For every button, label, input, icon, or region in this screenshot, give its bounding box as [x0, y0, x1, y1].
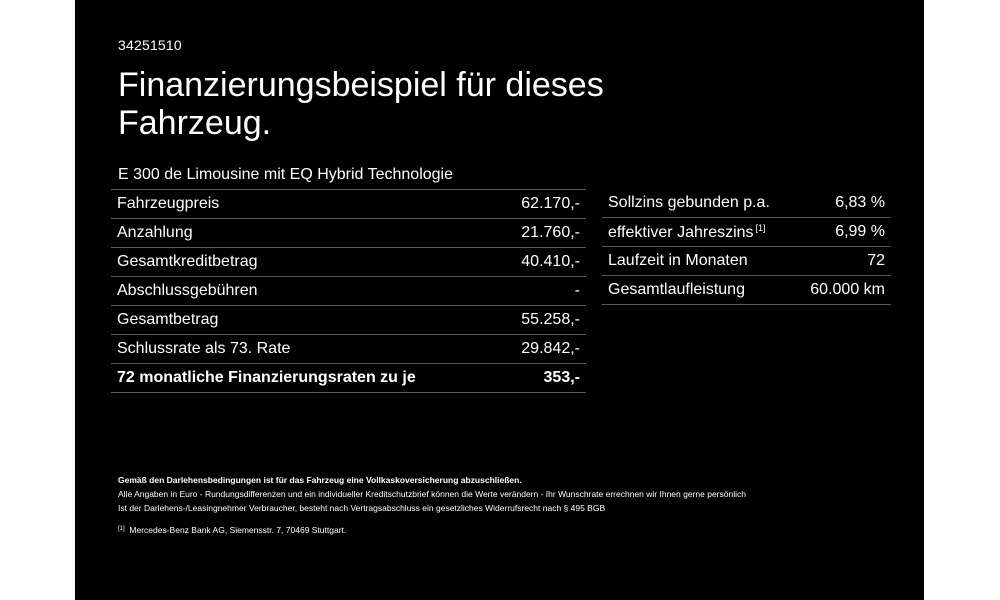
row-value: 6,99 %: [794, 217, 891, 247]
row-label: 72 monatliche Finanzierungsraten zu je: [111, 363, 498, 393]
row-label: effektiver Jahreszins: [608, 223, 754, 241]
row-label: Laufzeit in Monaten: [602, 246, 795, 276]
row-label: Anzahlung: [111, 218, 498, 248]
row-label: Gesamtbetrag: [111, 305, 498, 335]
row-value: 29.842,-: [497, 334, 586, 364]
table-row: Abschlussgebühren -: [111, 276, 586, 306]
footnote-marker: [1]: [118, 526, 125, 532]
disclaimer-line: Alle Angaben in Euro - Rundungsdifferenz…: [118, 489, 746, 499]
monthly-rate-row: 72 monatliche Finanzierungsraten zu je 3…: [111, 363, 586, 393]
table-row: Sollzins gebunden p.a. 6,83 %: [602, 189, 891, 218]
vehicle-code: 34251510: [118, 37, 182, 53]
table-row: Schlussrate als 73. Rate 29.842,-: [111, 334, 586, 364]
table-row: Gesamtbetrag 55.258,-: [111, 305, 586, 335]
row-label: Abschlussgebühren: [111, 276, 498, 306]
table-row: effektiver Jahreszins [1] 6,99 %: [602, 217, 891, 247]
row-label: Gesamtkreditbetrag: [111, 247, 498, 277]
row-label: Fahrzeugpreis: [111, 189, 498, 219]
row-value: 72: [794, 246, 891, 276]
row-label: Sollzins gebunden p.a.: [602, 189, 795, 218]
footnote: [1] Mercedes-Benz Bank AG, Siemensstr. 7…: [118, 522, 898, 537]
table-row: Fahrzeugpreis 62.170,-: [111, 189, 586, 219]
terms-table: Sollzins gebunden p.a. 6,83 % effektiver…: [602, 189, 891, 305]
financing-panel: 34251510 Finanzierungsbeispiel für diese…: [75, 0, 924, 600]
row-value: 6,83 %: [794, 189, 891, 218]
table-row: Anzahlung 21.760,-: [111, 218, 586, 248]
row-label: Gesamtlaufleistung: [602, 275, 795, 305]
row-label-cell: effektiver Jahreszins [1]: [602, 217, 795, 247]
row-value: 60.000 km: [794, 275, 891, 305]
row-value: 21.760,-: [497, 218, 586, 248]
legal-footer: Gemäß den Darlehensbedingungen ist für d…: [118, 473, 898, 537]
row-value: 40.410,-: [497, 247, 586, 277]
table-row: Gesamtkreditbetrag 40.410,-: [111, 247, 586, 277]
page-title: Finanzierungsbeispiel für dieses Fahrzeu…: [118, 66, 604, 142]
table-row: Gesamtlaufleistung 60.000 km: [602, 275, 891, 305]
lender-address: Mercedes-Benz Bank AG, Siemensstr. 7, 70…: [129, 525, 347, 535]
row-value: -: [497, 276, 586, 306]
row-value: 55.258,-: [497, 305, 586, 335]
row-label: Schlussrate als 73. Rate: [111, 334, 498, 364]
row-value: 62.170,-: [497, 189, 586, 219]
financing-table: Fahrzeugpreis 62.170,- Anzahlung 21.760,…: [111, 189, 586, 393]
insurance-note: Gemäß den Darlehensbedingungen ist für d…: [118, 475, 522, 485]
vehicle-model: E 300 de Limousine mit EQ Hybrid Technol…: [118, 166, 453, 183]
row-value: 353,-: [497, 363, 586, 393]
footnote-marker: [1]: [755, 222, 766, 233]
table-row: Laufzeit in Monaten 72: [602, 246, 891, 276]
withdrawal-note: Ist der Darlehens-/Leasingnehmer Verbrau…: [118, 503, 606, 513]
